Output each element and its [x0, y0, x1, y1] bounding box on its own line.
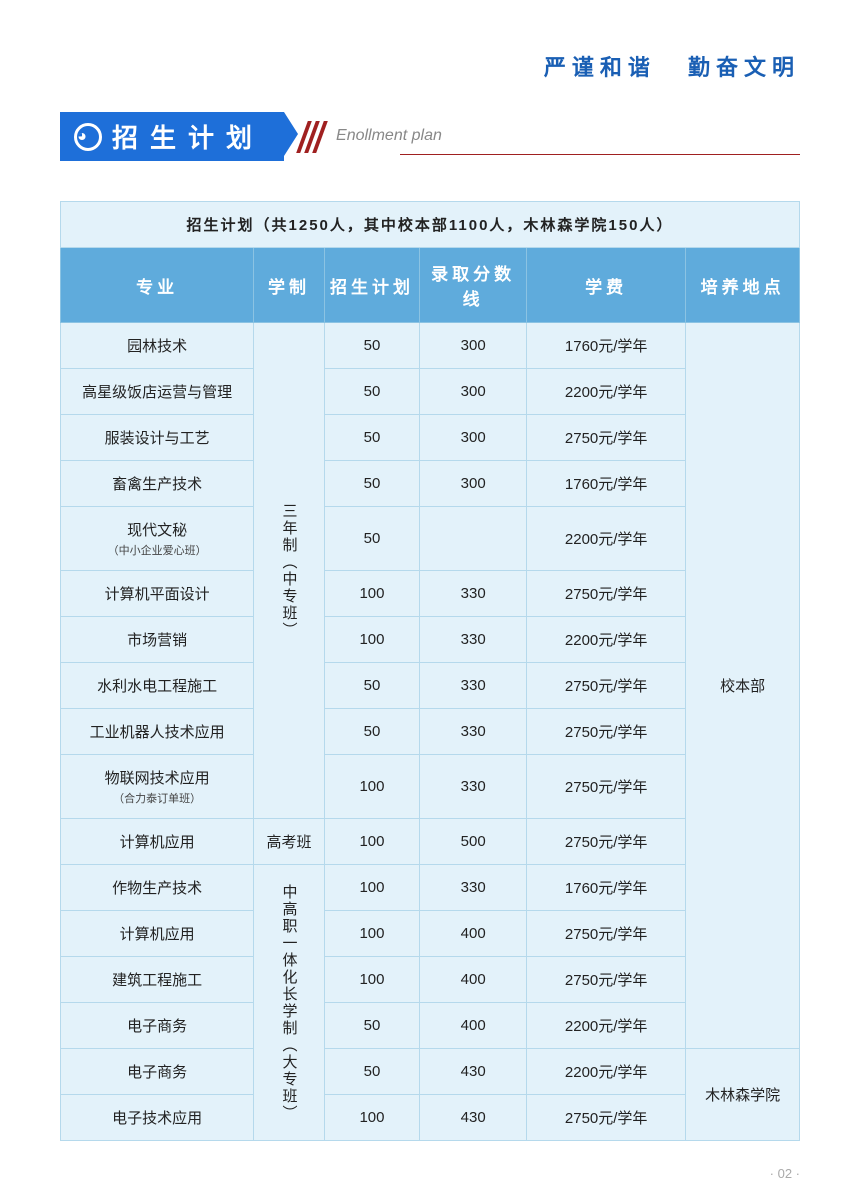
page-motto: 严谨和谐 勤奋文明: [60, 50, 800, 82]
cell-score: 300: [420, 323, 527, 369]
cell-plan: 100: [324, 819, 419, 865]
stripe-decoration: [296, 121, 328, 153]
cell-plan: 50: [324, 1049, 419, 1095]
cell-fee: 2750元/学年: [527, 663, 686, 709]
cell-fee: 2750元/学年: [527, 755, 686, 819]
cell-major: 建筑工程施工: [61, 957, 254, 1003]
cell-plan: 50: [324, 1003, 419, 1049]
cell-score: 330: [420, 571, 527, 617]
col-location: 培养地点: [686, 248, 800, 323]
cell-fee: 2750元/学年: [527, 709, 686, 755]
bullhorn-icon: ◕: [74, 123, 102, 151]
cell-major: 电子技术应用: [61, 1095, 254, 1141]
cell-major: 计算机应用: [61, 819, 254, 865]
cell-location: 木林森学院: [686, 1049, 800, 1141]
cell-fee: 2200元/学年: [527, 1003, 686, 1049]
col-score: 录取分数线: [420, 248, 527, 323]
cell-plan: 100: [324, 1095, 419, 1141]
cell-system: 中高职一体化长学制（大专班）: [254, 865, 324, 1141]
cell-major: 水利水电工程施工: [61, 663, 254, 709]
cell-plan: 100: [324, 865, 419, 911]
cell-major: 服装设计与工艺: [61, 415, 254, 461]
cell-fee: 2750元/学年: [527, 571, 686, 617]
section-title: 招生计划: [112, 118, 264, 155]
cell-major: 计算机应用: [61, 911, 254, 957]
page-number: · 02 ·: [770, 1166, 800, 1181]
cell-plan: 100: [324, 911, 419, 957]
cell-major: 园林技术: [61, 323, 254, 369]
cell-major: 计算机平面设计: [61, 571, 254, 617]
cell-plan: 100: [324, 957, 419, 1003]
cell-major: 市场营销: [61, 617, 254, 663]
motto-part2: 勤奋文明: [688, 55, 800, 80]
cell-score: 300: [420, 369, 527, 415]
cell-fee: 2200元/学年: [527, 369, 686, 415]
motto-part1: 严谨和谐: [544, 55, 656, 80]
cell-score: 330: [420, 755, 527, 819]
col-major: 专业: [61, 248, 254, 323]
cell-fee: 2750元/学年: [527, 957, 686, 1003]
cell-major: 电子商务: [61, 1049, 254, 1095]
cell-score: 430: [420, 1049, 527, 1095]
enrollment-table: 招生计划（共1250人，其中校本部1100人，木林森学院150人） 专业 学制 …: [60, 201, 800, 1141]
section-header: ◕ 招生计划 Enollment plan: [60, 112, 800, 161]
cell-major: 电子商务: [61, 1003, 254, 1049]
cell-location: 校本部: [686, 323, 800, 1049]
table-row: 园林技术 三年制（中专班） 50 300 1760元/学年 校本部: [61, 323, 800, 369]
cell-major: 高星级饭店运营与管理: [61, 369, 254, 415]
cell-fee: 2750元/学年: [527, 911, 686, 957]
cell-plan: 50: [324, 415, 419, 461]
cell-score: 400: [420, 957, 527, 1003]
col-system: 学制: [254, 248, 324, 323]
cell-plan: 50: [324, 663, 419, 709]
cell-plan: 50: [324, 323, 419, 369]
cell-fee: 1760元/学年: [527, 865, 686, 911]
table-row: 电子商务 50 430 2200元/学年 木林森学院: [61, 1049, 800, 1095]
cell-fee: 2750元/学年: [527, 819, 686, 865]
section-subtitle: Enollment plan: [336, 127, 442, 147]
cell-plan: 100: [324, 571, 419, 617]
cell-system: 三年制（中专班）: [254, 323, 324, 819]
cell-plan: 100: [324, 755, 419, 819]
cell-score: 330: [420, 663, 527, 709]
cell-fee: 2200元/学年: [527, 507, 686, 571]
cell-fee: 2750元/学年: [527, 415, 686, 461]
cell-major: 工业机器人技术应用: [61, 709, 254, 755]
cell-plan: 50: [324, 709, 419, 755]
table-header-row: 专业 学制 招生计划 录取分数线 学费 培养地点: [61, 248, 800, 323]
cell-score: [420, 507, 527, 571]
cell-fee: 1760元/学年: [527, 461, 686, 507]
cell-major: 作物生产技术: [61, 865, 254, 911]
cell-major: 畜禽生产技术: [61, 461, 254, 507]
cell-major: 物联网技术应用（合力泰订单班）: [61, 755, 254, 819]
cell-plan: 50: [324, 507, 419, 571]
divider-line: [400, 154, 800, 155]
section-badge: ◕ 招生计划: [60, 112, 284, 161]
cell-plan: 50: [324, 369, 419, 415]
cell-fee: 2200元/学年: [527, 1049, 686, 1095]
cell-score: 330: [420, 617, 527, 663]
col-plan: 招生计划: [324, 248, 419, 323]
cell-fee: 1760元/学年: [527, 323, 686, 369]
cell-plan: 50: [324, 461, 419, 507]
cell-score: 400: [420, 1003, 527, 1049]
col-fee: 学费: [527, 248, 686, 323]
cell-score: 300: [420, 415, 527, 461]
cell-score: 330: [420, 709, 527, 755]
cell-fee: 2200元/学年: [527, 617, 686, 663]
cell-fee: 2750元/学年: [527, 1095, 686, 1141]
cell-major: 现代文秘（中小企业爱心班）: [61, 507, 254, 571]
cell-plan: 100: [324, 617, 419, 663]
cell-system: 高考班: [254, 819, 324, 865]
cell-score: 400: [420, 911, 527, 957]
cell-score: 330: [420, 865, 527, 911]
cell-score: 500: [420, 819, 527, 865]
table-title: 招生计划（共1250人，其中校本部1100人，木林森学院150人）: [61, 202, 800, 248]
cell-score: 300: [420, 461, 527, 507]
cell-score: 430: [420, 1095, 527, 1141]
